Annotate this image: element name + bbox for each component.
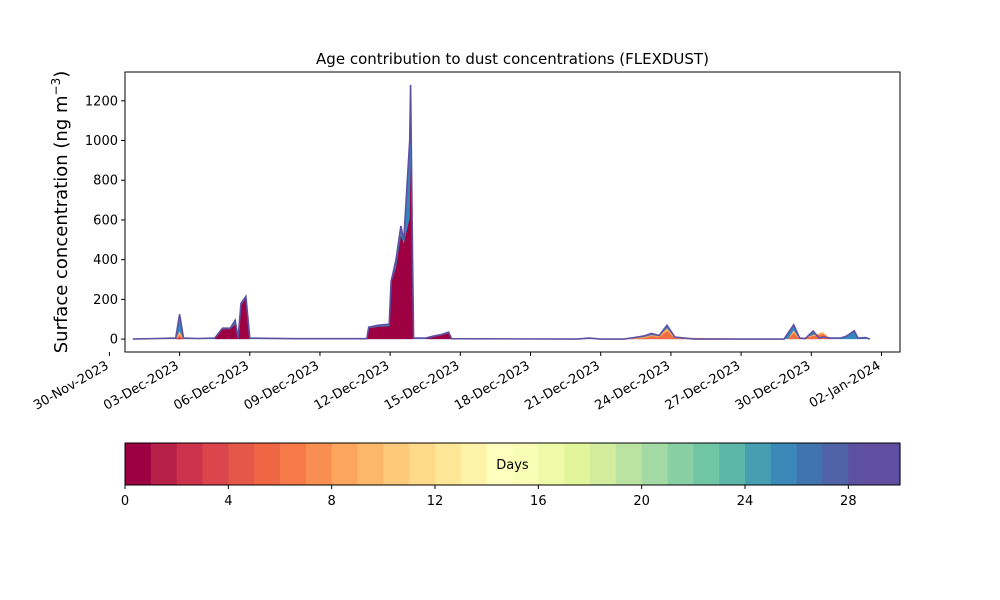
colorbar-cell <box>435 443 462 485</box>
colorbar-cell <box>512 443 539 485</box>
colorbar-cell <box>538 443 565 485</box>
colorbar-cell <box>745 443 772 485</box>
series-outline <box>132 84 871 340</box>
colorbar-cell <box>280 443 307 485</box>
y-axis-label-superscript: −3 <box>49 78 63 96</box>
y-tick-label: 1000 <box>85 134 118 149</box>
series-layer <box>132 84 871 340</box>
colorbar-cell <box>848 443 875 485</box>
colorbar-cell <box>331 443 359 485</box>
series-area-2 <box>132 328 835 340</box>
colorbar-cell <box>176 443 204 485</box>
plot-frame <box>124 71 901 353</box>
colorbar-cell <box>590 443 617 485</box>
colorbar-tick-label: 0 <box>121 494 129 509</box>
colorbar-tick-label: 4 <box>224 494 232 509</box>
colorbar-cell <box>770 443 798 485</box>
colorbar-cell <box>460 443 488 485</box>
colorbar-cells <box>125 443 901 485</box>
colorbar-cell <box>150 443 178 485</box>
colorbar: Days 0 4 8 12 16 20 24 28 <box>121 442 901 509</box>
colorbar-cell <box>383 443 410 485</box>
colorbar-cell <box>693 443 720 485</box>
colorbar-cell <box>357 443 384 485</box>
y-tick-label: 1200 <box>85 94 118 109</box>
y-tick-label: 800 <box>93 174 118 189</box>
chart-title: Age contribution to dust concentrations … <box>316 50 709 68</box>
y-axis-label: Surface concentration (ng m−3) <box>49 71 72 354</box>
colorbar-frame <box>124 442 901 486</box>
colorbar-cell <box>641 443 669 485</box>
colorbar-tick-label: 16 <box>530 494 547 509</box>
colorbar-cell <box>874 443 901 485</box>
y-tick-label: 0 <box>110 333 118 348</box>
colorbar-cell <box>615 443 643 485</box>
y-axis-label-close: ) <box>51 71 72 78</box>
y-tick-label: 400 <box>93 253 118 268</box>
colorbar-tick-label: 12 <box>427 494 444 509</box>
y-tick-label: 600 <box>93 213 118 228</box>
colorbar-cell <box>564 443 591 485</box>
colorbar-label: Days <box>496 458 529 473</box>
colorbar-cell <box>202 443 229 485</box>
y-axis: 0 200 400 600 800 1000 1200 <box>85 94 125 348</box>
colorbar-cell <box>486 443 514 485</box>
colorbar-tick-label: 20 <box>633 494 650 509</box>
colorbar-cell <box>125 443 152 485</box>
colorbar-tick-label: 28 <box>840 494 857 509</box>
colorbar-cell <box>667 443 694 485</box>
colorbar-ticks: 0 4 8 12 16 20 24 28 <box>121 485 857 509</box>
colorbar-cell <box>305 443 333 485</box>
colorbar-tick-label: 8 <box>328 494 336 509</box>
colorbar-cell <box>409 443 436 485</box>
colorbar-cell <box>719 443 746 485</box>
series-area-1 <box>132 331 835 340</box>
colorbar-cell <box>254 443 281 485</box>
colorbar-cell <box>796 443 824 485</box>
y-tick-label: 200 <box>93 293 118 308</box>
colorbar-tick-label: 24 <box>737 494 754 509</box>
y-axis-label-main: Surface concentration (ng m <box>51 95 72 353</box>
colorbar-cell <box>822 443 849 485</box>
colorbar-cell <box>228 443 255 485</box>
